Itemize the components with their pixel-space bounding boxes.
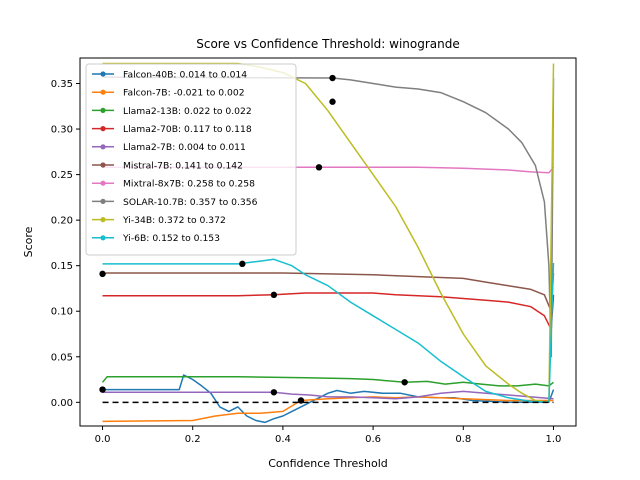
series-layer — [99, 62, 555, 424]
legend-marker — [100, 198, 106, 204]
legend-label: Falcon-40B: 0.014 to 0.014 — [123, 69, 247, 80]
legend-marker — [100, 162, 106, 168]
y-tick-label: 0.05 — [51, 352, 73, 363]
x-tick-label: 1.0 — [546, 434, 562, 445]
plot-frame — [79, 57, 577, 427]
series-line-7 — [102, 76, 555, 358]
legend-marker — [100, 107, 106, 113]
series-line-6 — [102, 166, 555, 174]
legend-box — [85, 63, 297, 256]
legend-marker — [100, 144, 106, 150]
chart-title: Score vs Confidence Threshold: winogrand… — [196, 37, 459, 51]
legend-label: Yi-6B: 0.152 to 0.153 — [122, 233, 220, 244]
y-tick-label: 0.10 — [51, 307, 73, 318]
series-marker-7 — [329, 74, 336, 82]
legend-marker — [100, 71, 106, 77]
legend-marker — [100, 180, 106, 186]
legend-label: Yi-34B: 0.372 to 0.372 — [122, 215, 226, 226]
series-marker-9 — [239, 260, 246, 268]
series-line-2 — [101, 376, 554, 387]
legend-marker — [100, 235, 106, 241]
legend-label: SOLAR-10.7B: 0.357 to 0.356 — [123, 197, 258, 208]
series-marker-0 — [99, 386, 106, 393]
y-tick-label: 0.00 — [51, 398, 73, 409]
legend-label: Llama2-7B: 0.004 to 0.011 — [123, 142, 246, 153]
x-tick-label: 0.8 — [455, 434, 471, 445]
legend-marker — [100, 89, 106, 95]
legend-label: Llama2-13B: 0.022 to 0.022 — [123, 106, 252, 117]
y-axis: 0.00 0.05 0.10 0.15 0.20 0.25 0.30 0.35 — [51, 79, 80, 409]
series-marker-5 — [99, 270, 106, 278]
legend: Falcon-40B: 0.014 to 0.014 Falcon-7B: -0.… — [85, 63, 297, 256]
x-tick-label: 0.6 — [365, 434, 381, 445]
legend-marker — [100, 217, 106, 223]
series-line-3 — [102, 292, 555, 331]
y-tick-label: 0.30 — [51, 125, 73, 136]
x-tick-label: 0.0 — [95, 434, 111, 445]
series-line-4 — [102, 390, 554, 400]
series-line-0 — [102, 374, 555, 424]
x-tick-label: 0.2 — [185, 434, 201, 445]
x-tick-label: 0.4 — [275, 434, 291, 445]
legend-label: Mistral-7B: 0.141 to 0.142 — [123, 160, 243, 171]
x-axis: 0.0 0.2 0.4 0.6 0.8 1.0 — [95, 426, 562, 445]
y-tick-label: 0.20 — [51, 216, 73, 227]
series-marker-8 — [329, 98, 336, 105]
x-axis-label: Confidence Threshold — [268, 457, 388, 470]
legend-label: Mixtral-8x7B: 0.258 to 0.258 — [123, 179, 255, 190]
series-line-9 — [102, 258, 555, 404]
series-marker-1 — [297, 397, 305, 404]
series-marker-4 — [270, 389, 278, 396]
legend-label: Falcon-7B: -0.021 to 0.002 — [123, 88, 245, 99]
legend-marker — [100, 126, 106, 132]
series-marker-2 — [401, 379, 408, 386]
series-marker-3 — [270, 291, 278, 299]
y-axis-label: Score — [22, 226, 35, 257]
y-tick-label: 0.25 — [51, 170, 73, 181]
series-marker-6 — [315, 164, 323, 171]
y-tick-label: 0.35 — [51, 79, 73, 90]
y-tick-label: 0.15 — [51, 261, 73, 272]
series-line-5 — [102, 272, 555, 312]
legend-label: Llama2-70B: 0.117 to 0.118 — [123, 124, 252, 135]
